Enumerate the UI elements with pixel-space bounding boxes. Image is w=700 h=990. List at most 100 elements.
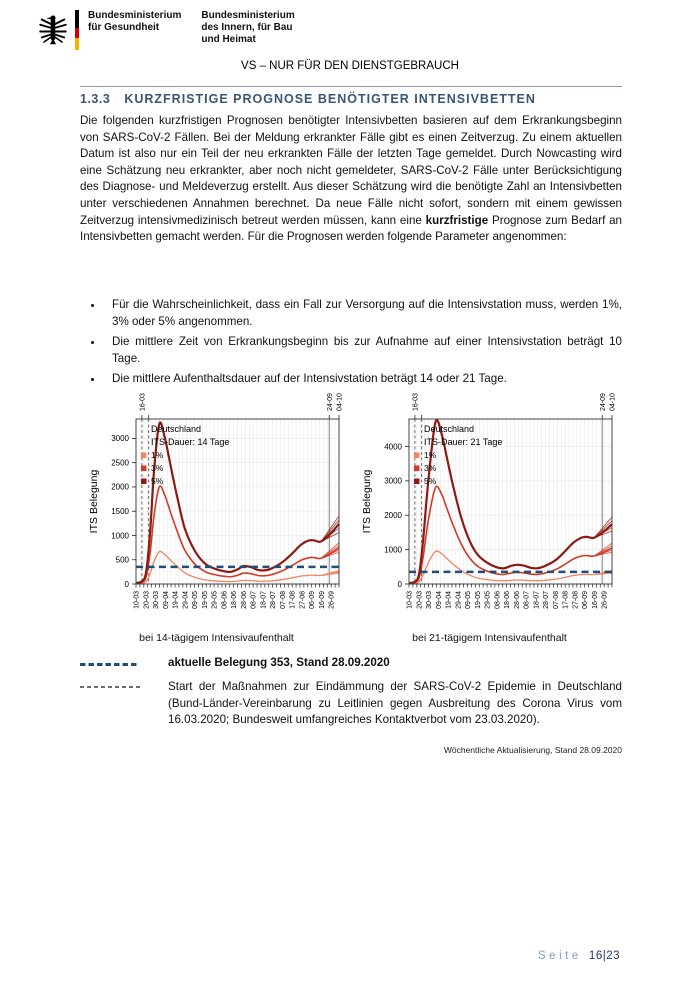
forecast-fan-line xyxy=(593,516,613,538)
top-date-label: 16-03 xyxy=(139,393,146,411)
series-3% xyxy=(135,485,340,585)
x-tick-label: 29-04 xyxy=(182,591,189,609)
x-tick-label: 20-03 xyxy=(143,591,150,609)
ministry-logos: Bundesministerium für Gesundheit Bundesm… xyxy=(38,10,295,50)
x-tick-label: 07-08 xyxy=(553,591,560,609)
x-tick-label: 08-06 xyxy=(494,591,501,609)
x-tick-label: 10-03 xyxy=(134,591,141,609)
x-tick-label: 18-07 xyxy=(260,591,267,609)
classification-banner: VS – NUR FÜR DEN DIENSTGEBRAUCH xyxy=(241,60,459,72)
footer-page-word: Seite xyxy=(538,950,582,962)
x-tick-label: 27-08 xyxy=(299,591,306,609)
update-note: Wöchentliche Aktualisierung, Stand 28.09… xyxy=(443,745,622,755)
forecast-fan-line xyxy=(320,519,340,542)
x-tick-label: 09-05 xyxy=(465,591,472,609)
x-tick-label: 29-04 xyxy=(455,591,462,609)
intro-paragraph: Die folgenden kurzfristigen Prognosen be… xyxy=(80,113,622,246)
legend-label-1%: 1% xyxy=(424,450,437,460)
blue-dashed-line-swatch xyxy=(80,663,138,666)
x-tick-label: 08-07 xyxy=(524,591,531,609)
top-date-label: 24-09 xyxy=(327,393,334,411)
x-tick-label: 16-09 xyxy=(592,591,599,609)
top-date-label: 16-03 xyxy=(412,393,419,411)
y-tick-label: 2500 xyxy=(111,458,129,467)
y-tick-label: 3000 xyxy=(384,477,402,486)
legend-swatch-5% xyxy=(141,478,147,484)
y-tick-label: 1000 xyxy=(384,545,402,554)
parameter-list: Für die Wahrscheinlichkeit, dass ein Fal… xyxy=(104,297,622,392)
legend-region: Deutschland xyxy=(151,424,201,434)
charts-row: 10-03 20-03 30-03 09-04 19-04 29-04 09-05 19-05… xyxy=(84,382,624,644)
forecast-fan-line xyxy=(594,520,613,538)
top-date-label: 04-10 xyxy=(610,393,617,411)
legend-swatch-5% xyxy=(414,478,420,484)
x-tick-label: 18-06 xyxy=(504,591,511,609)
ministry-health-label: Bundesministerium für Gesundheit xyxy=(88,10,182,33)
series-1% xyxy=(135,550,340,585)
x-tick-label: 06-09 xyxy=(309,591,316,609)
x-tick-label: 17-08 xyxy=(290,591,297,609)
legend-subtitle: ITS-Dauer: 14 Tage xyxy=(151,437,229,447)
series-1% xyxy=(408,550,613,585)
y-tick-label: 3000 xyxy=(111,434,129,443)
x-tick-label: 09-04 xyxy=(163,591,170,609)
x-tick-label: 06-09 xyxy=(582,591,589,609)
x-tick-label: 28-06 xyxy=(514,591,521,609)
federal-eagle-icon xyxy=(39,15,67,45)
its-chart-14: 10-03 20-03 30-03 09-04 19-04 29-04 09-05 19-05… xyxy=(88,393,344,609)
y-tick-label: 1000 xyxy=(111,531,129,540)
y-tick-label: 4000 xyxy=(384,442,402,451)
x-tick-label: 26-09 xyxy=(602,591,609,609)
legend-label-3%: 3% xyxy=(424,463,437,473)
page-footer: Seite 16|23 xyxy=(538,950,620,962)
x-tick-label: 27-08 xyxy=(572,591,579,609)
gray-dashed-line-swatch xyxy=(80,686,142,688)
x-tick-label: 08-06 xyxy=(221,591,228,609)
legend-label-5%: 5% xyxy=(151,476,164,486)
section-title: KURZFRISTIGE PROGNOSE BENÖTIGTER INTENSI… xyxy=(124,92,536,106)
x-tick-label: 28-07 xyxy=(270,591,277,609)
y-tick-label: 500 xyxy=(116,556,130,565)
legend-region: Deutschland xyxy=(424,424,474,434)
legend-label-5%: 5% xyxy=(424,476,437,486)
legend-current-label: aktuelle Belegung 353, Stand 28.09.2020 xyxy=(168,656,390,669)
flag-bar xyxy=(75,10,79,50)
legend-swatch-1% xyxy=(141,452,147,458)
top-date-label: 04-10 xyxy=(337,393,344,411)
x-tick-label: 16-09 xyxy=(319,591,326,609)
x-tick-label: 26-09 xyxy=(329,591,336,609)
x-tick-label: 09-04 xyxy=(436,591,443,609)
legend-label-1%: 1% xyxy=(151,450,164,460)
x-tick-label: 17-08 xyxy=(563,591,570,609)
y-tick-label: 2000 xyxy=(111,483,129,492)
intro-paragraph-text: Die folgenden kurzfristigen Prognosen be… xyxy=(80,114,622,227)
footer-page-number: 16|23 xyxy=(588,950,620,962)
legend-swatch-1% xyxy=(414,452,420,458)
legend-swatch-3% xyxy=(414,465,420,471)
list-item: Für die Wahrscheinlichkeit, dass ein Fal… xyxy=(104,297,622,330)
list-item: Die mittlere Aufenthaltsdauer auf der In… xyxy=(104,371,622,388)
x-tick-label: 28-06 xyxy=(241,591,248,609)
header-rule xyxy=(80,86,622,87)
legend-label-3%: 3% xyxy=(151,463,164,473)
x-tick-label: 19-04 xyxy=(446,591,453,609)
x-tick-label: 29-05 xyxy=(485,591,492,609)
chart-caption: bei 21-tägigem Intensivaufenthalt xyxy=(412,632,567,644)
x-tick-label: 19-05 xyxy=(475,591,482,609)
legend-current-occupancy: aktuelle Belegung 353, Stand 28.09.2020 xyxy=(80,656,622,669)
x-tick-label: 19-04 xyxy=(173,591,180,609)
legend-measures-label: Start der Maßnahmen zur Eindämmung der S… xyxy=(168,680,622,727)
top-date-label: 24-09 xyxy=(600,393,607,411)
y-tick-label: 2000 xyxy=(384,511,402,520)
legend-swatch-3% xyxy=(141,465,147,471)
x-tick-label: 10-03 xyxy=(407,591,414,609)
legend-measures: Start der Maßnahmen zur Eindämmung der S… xyxy=(80,679,622,729)
x-tick-label: 30-03 xyxy=(426,591,433,609)
list-item: Die mittlere Zeit von Erkrankungsbeginn … xyxy=(104,334,622,367)
its-chart-21: 10-03 20-03 30-03 09-04 19-04 29-04 09-05 19-05… xyxy=(361,393,617,609)
chart-14-days: 10-03 20-03 30-03 09-04 19-04 29-04 09-05 19-05… xyxy=(84,382,349,644)
ministry-interior-label: Bundesministerium des Innern, für Bau un… xyxy=(201,10,295,45)
x-tick-label: 08-07 xyxy=(251,591,258,609)
series-5% xyxy=(408,418,613,585)
